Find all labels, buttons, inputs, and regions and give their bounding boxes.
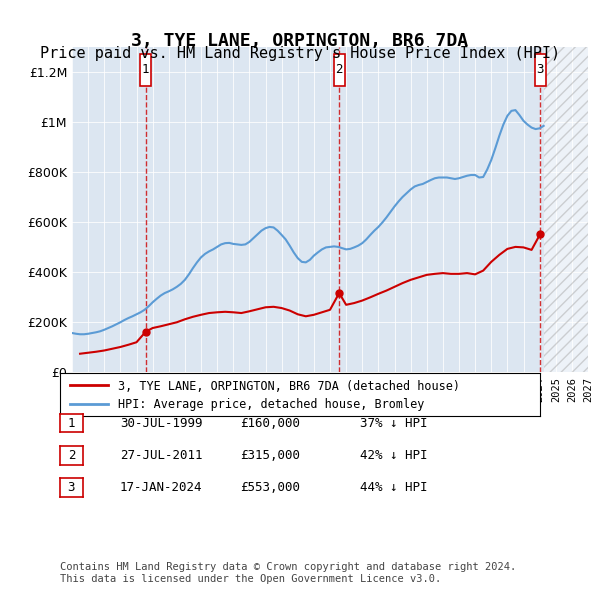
Text: 3: 3 [536,63,544,77]
Text: 3, TYE LANE, ORPINGTON, BR6 7DA (detached house): 3, TYE LANE, ORPINGTON, BR6 7DA (detache… [118,380,460,393]
Text: 17-JAN-2024: 17-JAN-2024 [120,481,203,494]
Text: 42% ↓ HPI: 42% ↓ HPI [360,449,427,462]
Text: 3, TYE LANE, ORPINGTON, BR6 7DA: 3, TYE LANE, ORPINGTON, BR6 7DA [131,32,469,51]
Text: £160,000: £160,000 [240,417,300,430]
Text: 1: 1 [142,63,149,77]
Text: 3: 3 [68,481,75,494]
Text: 2: 2 [68,449,75,462]
Text: Price paid vs. HM Land Registry's House Price Index (HPI): Price paid vs. HM Land Registry's House … [40,46,560,61]
Text: 27-JUL-2011: 27-JUL-2011 [120,449,203,462]
Text: HPI: Average price, detached house, Bromley: HPI: Average price, detached house, Brom… [118,398,424,411]
Text: Contains HM Land Registry data © Crown copyright and database right 2024.
This d: Contains HM Land Registry data © Crown c… [60,562,516,584]
FancyBboxPatch shape [334,54,345,86]
FancyBboxPatch shape [535,54,546,86]
Text: £553,000: £553,000 [240,481,300,494]
Text: 37% ↓ HPI: 37% ↓ HPI [360,417,427,430]
Text: £315,000: £315,000 [240,449,300,462]
Text: 2: 2 [335,63,343,77]
Text: 30-JUL-1999: 30-JUL-1999 [120,417,203,430]
FancyBboxPatch shape [140,54,151,86]
Text: 44% ↓ HPI: 44% ↓ HPI [360,481,427,494]
Bar [544,47,588,372]
Text: 1: 1 [68,417,75,430]
